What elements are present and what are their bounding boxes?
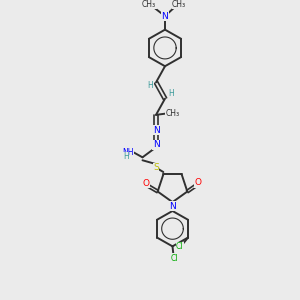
Text: O: O <box>195 178 202 187</box>
Text: CH₃: CH₃ <box>172 0 186 9</box>
Text: N: N <box>162 12 168 21</box>
Text: H: H <box>148 82 154 91</box>
Text: Cl: Cl <box>170 254 178 262</box>
Text: N: N <box>153 140 159 149</box>
Text: N: N <box>153 126 159 135</box>
Text: H: H <box>123 152 129 161</box>
Text: S: S <box>153 163 159 172</box>
Text: CH₃: CH₃ <box>142 0 156 9</box>
Text: O: O <box>143 179 150 188</box>
Text: CH₃: CH₃ <box>165 109 180 118</box>
Text: NH: NH <box>122 148 134 157</box>
Text: H: H <box>169 89 175 98</box>
Text: Cl: Cl <box>176 242 183 251</box>
Text: N: N <box>169 202 176 211</box>
